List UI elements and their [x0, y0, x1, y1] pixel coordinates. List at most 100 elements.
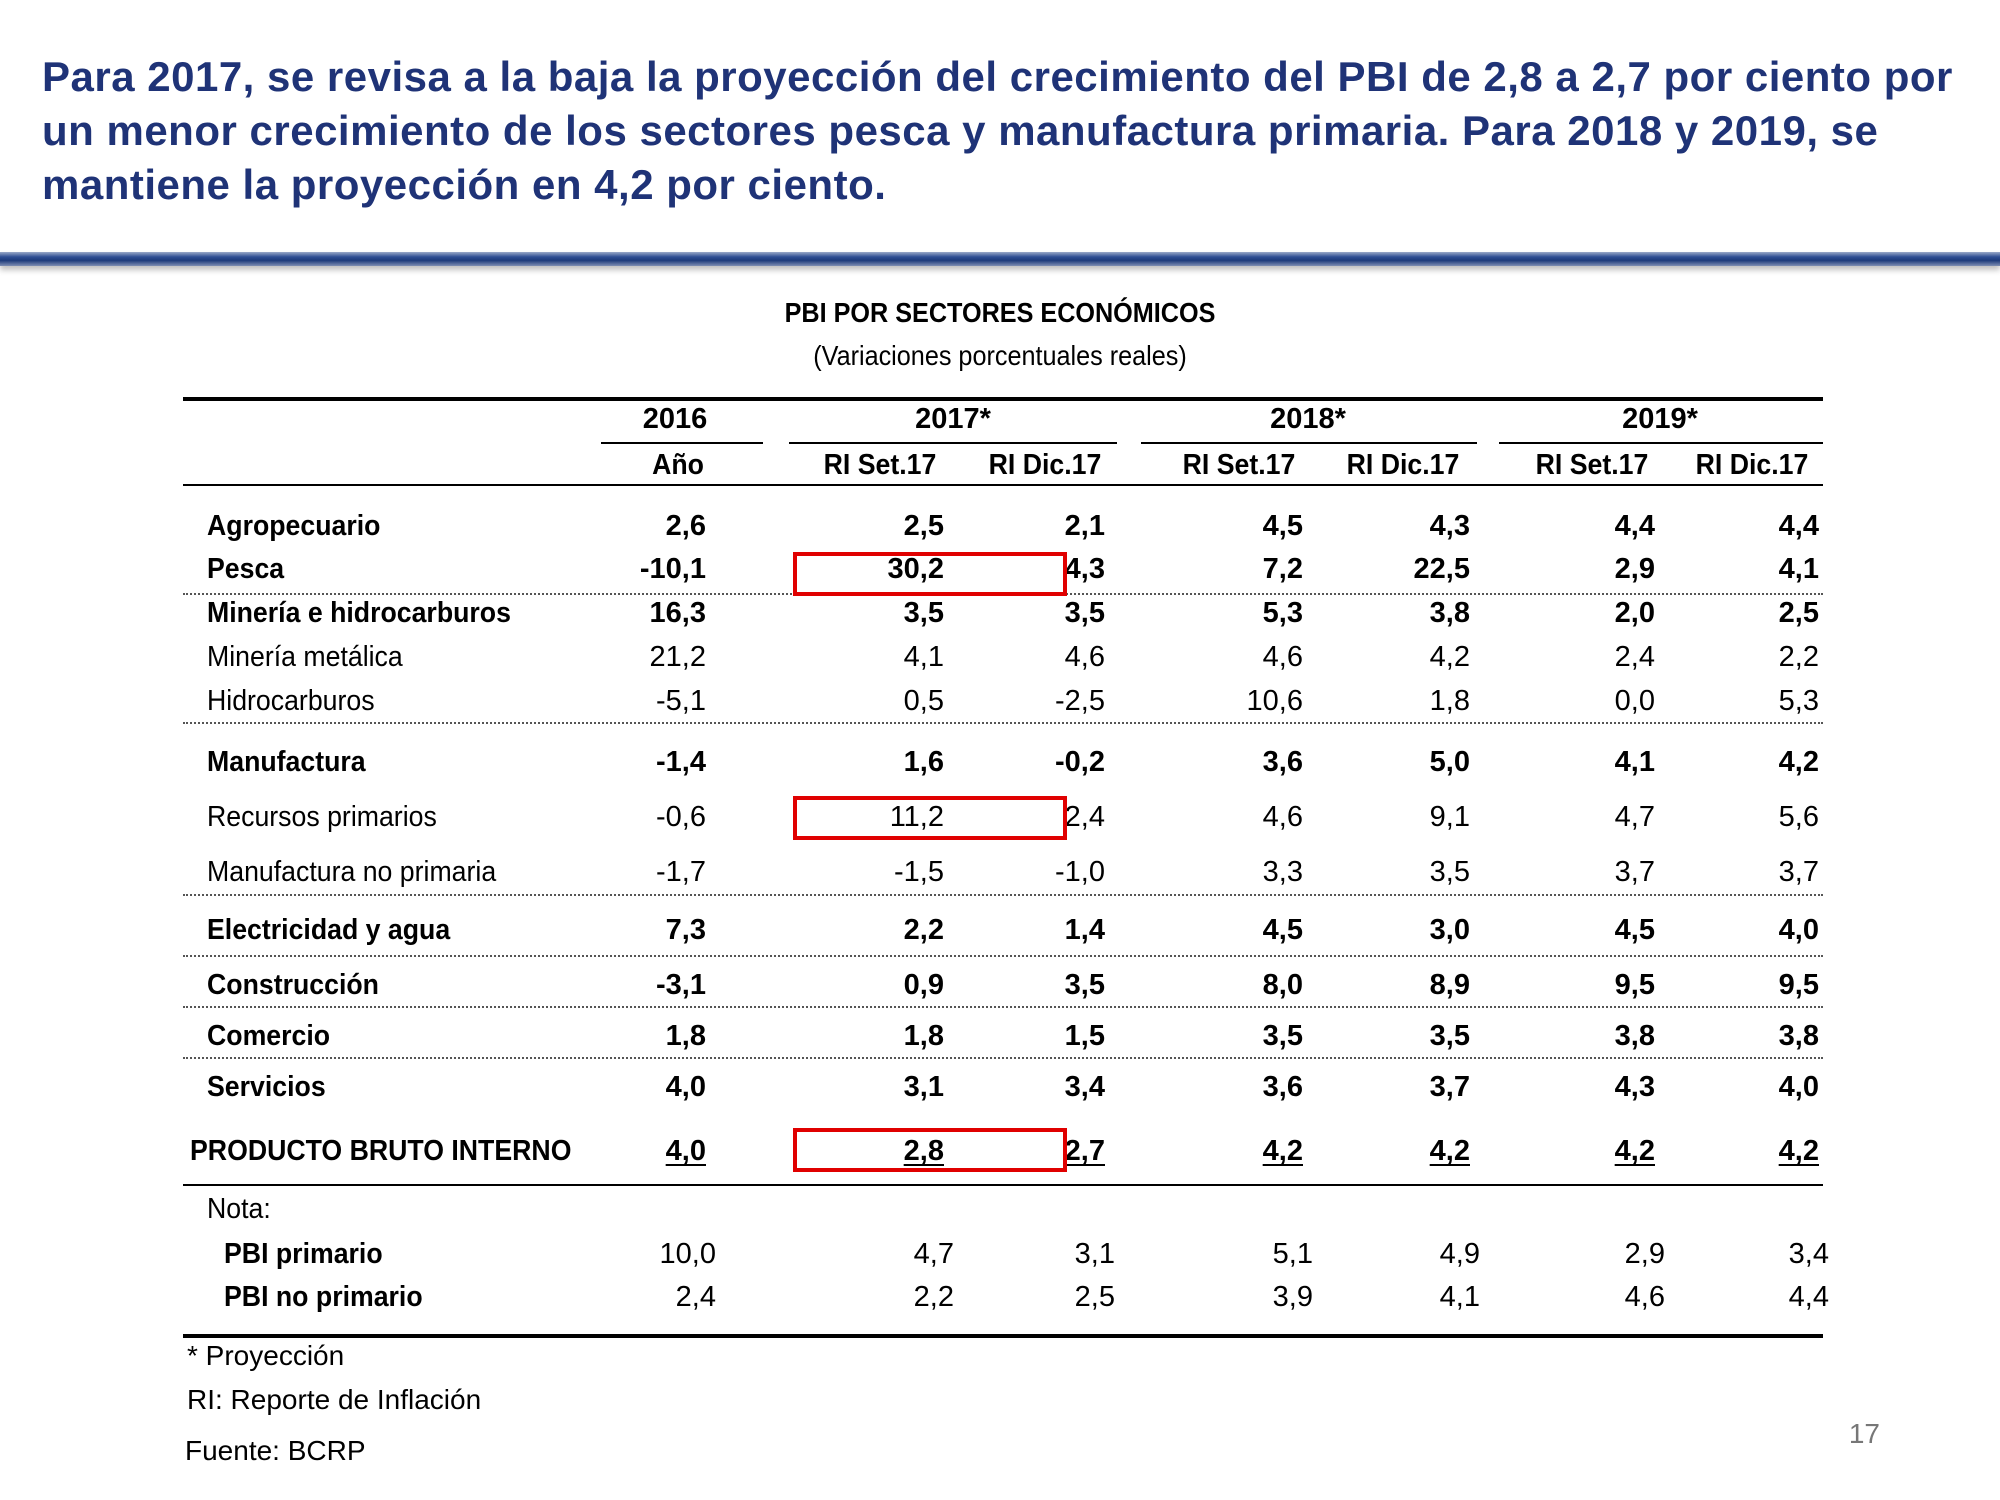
table-cell: 5,3: [1262, 597, 1303, 629]
row-label: Manufactura no primaria: [207, 856, 497, 888]
table-cell: 3,5: [1429, 1020, 1470, 1052]
row-separator: [183, 722, 1823, 724]
table-cell: 2,6: [665, 510, 706, 542]
table-cell: 3,0: [1429, 914, 1470, 946]
table-cell: 30,2: [887, 553, 944, 585]
table-cell: 16,3: [649, 597, 706, 629]
table-cell: 1,5: [1064, 1020, 1105, 1052]
table-cell: 4,6: [1064, 641, 1105, 673]
row-label: Electricidad y agua: [207, 914, 451, 946]
table-cell: 0,9: [903, 969, 944, 1001]
table-cell: 3,5: [1262, 1020, 1303, 1052]
row-label: Recursos primarios: [207, 801, 437, 833]
table-cell: 5,0: [1429, 746, 1470, 778]
table-cell: 3,8: [1429, 597, 1470, 629]
year-underline: [789, 442, 1117, 444]
table-cell: 4,5: [1262, 914, 1303, 946]
total-bottom-rule: [183, 1184, 1823, 1186]
note-cell: 2,5: [1074, 1281, 1115, 1313]
table-cell: 4,6: [1262, 641, 1303, 673]
table-cell: 2,5: [903, 510, 944, 542]
table-cell: -1,7: [656, 856, 706, 888]
table-top-rule: [183, 397, 1823, 401]
table-cell: 3,1: [903, 1071, 944, 1103]
table-cell: 0,0: [1614, 685, 1655, 717]
table-cell: 4,0: [665, 1071, 706, 1103]
note-cell: 3,4: [1788, 1238, 1829, 1270]
table-cell: 4,0: [1778, 1071, 1819, 1103]
table-cell: -2,5: [1055, 685, 1105, 717]
table-cell: 10,6: [1246, 685, 1303, 717]
table-cell: 2,4: [1614, 641, 1655, 673]
table-cell: 4,2: [1778, 1135, 1819, 1167]
table-cell: 2,1: [1064, 510, 1105, 542]
table-cell: 4,4: [1614, 510, 1655, 542]
page-number: 17: [1848, 1418, 1880, 1449]
table-cell: 4,1: [1614, 746, 1655, 778]
table-cell: 2,8: [903, 1135, 944, 1167]
table-cell: -0,6: [656, 801, 706, 833]
table-cell: 9,5: [1614, 969, 1655, 1001]
table-cell: 4,2: [1614, 1135, 1655, 1167]
table-cell: 11,2: [889, 801, 944, 833]
table-cell: 2,2: [903, 914, 944, 946]
note-cell: 4,6: [1624, 1281, 1665, 1313]
table-cell: 1,8: [903, 1020, 944, 1052]
row-label: Agropecuario: [207, 510, 381, 542]
column-header: RI Set.17: [1535, 449, 1649, 481]
table-cell: 4,3: [1614, 1071, 1655, 1103]
note-label: Nota:: [207, 1193, 271, 1225]
table-cell: 5,3: [1778, 685, 1819, 717]
table-cell: 3,6: [1262, 746, 1303, 778]
year-header: 2019*: [1622, 403, 1698, 435]
table-subtitle: (Variaciones porcentuales reales): [813, 340, 1187, 371]
column-header: RI Set.17: [823, 449, 937, 481]
note-cell: 4,7: [913, 1238, 954, 1270]
row-label: Manufactura: [207, 746, 366, 778]
table-cell: 4,4: [1778, 510, 1819, 542]
table-cell: 9,5: [1778, 969, 1819, 1001]
table-cell: 2,5: [1778, 597, 1819, 629]
column-header: RI Dic.17: [1346, 449, 1460, 481]
table-cell: 3,4: [1064, 1071, 1105, 1103]
table-cell: 4,3: [1429, 510, 1470, 542]
row-label: Minería e hidrocarburos: [207, 597, 511, 629]
column-header: Año: [652, 449, 704, 481]
note-cell: 3,1: [1074, 1238, 1115, 1270]
table-cell: 1,4: [1064, 914, 1105, 946]
row-label: Hidrocarburos: [207, 685, 375, 717]
footnote-ri: RI: Reporte de Inflación: [187, 1384, 482, 1415]
row-separator: [183, 1006, 1823, 1008]
table-cell: 4,2: [1262, 1135, 1303, 1167]
note-cell: 2,4: [675, 1281, 716, 1313]
note-cell: 5,1: [1272, 1238, 1313, 1270]
table-cell: 3,5: [1064, 969, 1105, 1001]
column-header: RI Dic.17: [988, 449, 1102, 481]
table-cell: 3,7: [1429, 1071, 1470, 1103]
primary-manufacturing-highlight-box: [793, 796, 1067, 840]
footnote-projection: * Proyección: [187, 1340, 345, 1371]
note-cell: 2,2: [913, 1281, 954, 1313]
table-cell: 9,1: [1429, 801, 1470, 833]
note-cell: 4,4: [1788, 1281, 1829, 1313]
table-cell: 2,4: [1064, 801, 1105, 833]
table-cell: 5,6: [1778, 801, 1819, 833]
table-cell: 4,2: [1429, 641, 1470, 673]
table-cell: 0,5: [903, 685, 944, 717]
table-cell: 1,6: [903, 746, 944, 778]
table-cell: 3,7: [1614, 856, 1655, 888]
table-cell: 22,5: [1413, 553, 1470, 585]
table-cell: 4,5: [1262, 510, 1303, 542]
note-cell: 4,1: [1439, 1281, 1480, 1313]
row-label: PRODUCTO BRUTO INTERNO: [190, 1135, 572, 1167]
table-cell: 2,7: [1064, 1135, 1105, 1167]
table-cell: 7,2: [1262, 553, 1303, 585]
source-note: Fuente: BCRP: [185, 1435, 366, 1466]
row-label: Minería metálica: [207, 641, 403, 673]
year-underline: [1141, 442, 1477, 444]
table-cell: 8,0: [1262, 969, 1303, 1001]
table-cell: 4,7: [1614, 801, 1655, 833]
table-cell: -3,1: [656, 969, 706, 1001]
table-cell: 3,3: [1262, 856, 1303, 888]
note-cell: 4,9: [1439, 1238, 1480, 1270]
